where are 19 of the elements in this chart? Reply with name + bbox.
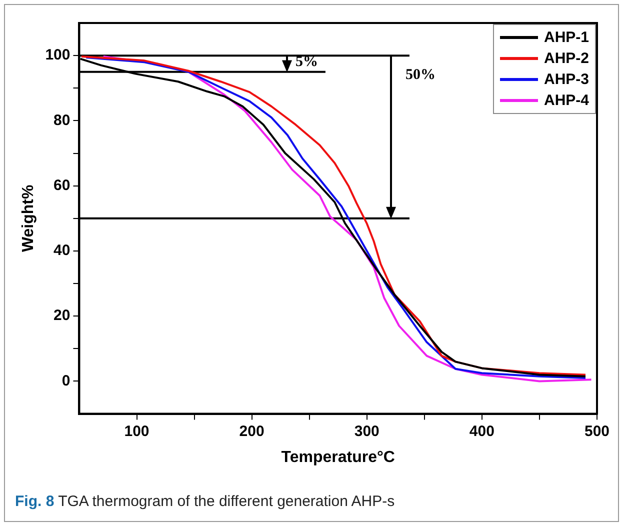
y-axis-title: Weight% [20, 184, 38, 252]
legend-label: AHP-2 [544, 50, 589, 67]
legend-label: AHP-3 [544, 71, 589, 88]
x-axis-title: Temperature°C [281, 448, 396, 466]
y-tick-label: 80 [54, 112, 70, 129]
x-tick-label: 100 [124, 422, 150, 440]
y-tick-label: 0 [62, 372, 70, 390]
annotation: 50% [405, 66, 436, 84]
legend-label: AHP-1 [544, 29, 589, 46]
x-tick-label: 300 [354, 422, 380, 440]
x-tick-label: 200 [239, 422, 264, 440]
caption: Fig. 8 TGA thermogram of the different generation AHP-s [15, 493, 395, 510]
y-tick-label: 40 [54, 242, 70, 260]
y-tick-label: 60 [54, 176, 70, 194]
x-tick-label: 400 [469, 422, 494, 440]
y-tick-label: 100 [45, 46, 70, 64]
y-tick-label: 20 [54, 307, 70, 324]
x-tick-label: 500 [584, 422, 610, 440]
legend-label: AHP-4 [544, 92, 589, 109]
